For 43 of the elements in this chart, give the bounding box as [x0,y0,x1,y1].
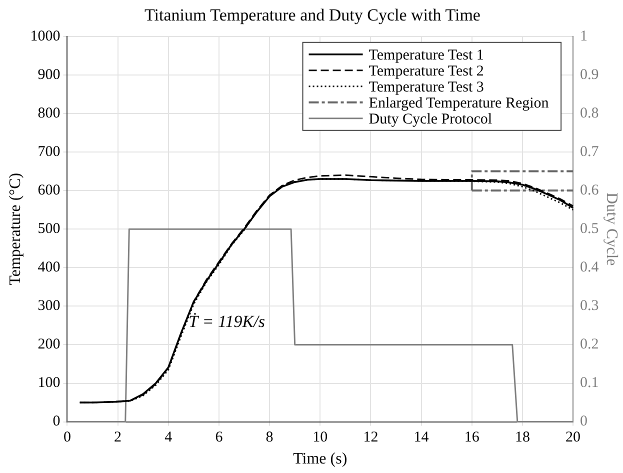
y2-tick-label: 0.9 [580,66,599,83]
y2-tick-label: 0.4 [580,260,600,276]
y2-tick-label: 0.5 [580,221,599,238]
y-tick-label: 400 [38,260,60,276]
legend-label: Temperature Test 3 [368,79,484,96]
x-tick-label: 12 [363,430,378,446]
y-tick-label: 800 [38,105,60,122]
y2-tick-label: 0.6 [580,182,600,198]
x-tick-label: 16 [464,430,480,446]
y2-tick-label: 0 [580,414,588,430]
x-tick-label: 6 [215,430,224,446]
chart-title: Titanium Temperature and Duty Cycle with Time [144,6,480,25]
legend-label: Temperature Test 1 [368,47,484,64]
x-tick-label: 20 [566,430,581,446]
y2-tick-label: 1 [580,28,588,44]
y-tick-label: 900 [38,66,60,83]
annotation: Ṫ = 119K/s [188,312,266,331]
x-tick-label: 4 [164,430,173,446]
y2-tick-label: 0.7 [580,144,600,160]
x-tick-label: 0 [63,430,71,446]
x-tick-label: 2 [114,430,122,446]
y-tick-label: 100 [38,375,60,392]
y2-axis-title: Duty Cycle [603,192,620,266]
y2-tick-label: 0.1 [580,375,599,392]
x-tick-label: 14 [414,430,430,446]
y-tick-label: 600 [38,182,60,198]
y2-tick-label: 0.8 [580,105,599,122]
y-axis-title: Temperature (°C) [6,172,24,286]
legend-label: Temperature Test 2 [368,63,484,80]
x-tick-label: 10 [312,430,328,446]
y2-tick-label: 0.3 [580,298,599,314]
x-tick-label: 18 [514,430,530,446]
legend-label: Enlarged Temperature Region [368,95,550,112]
x-tick-label: 8 [266,430,274,446]
y-tick-label: 0 [52,414,60,430]
y-tick-label: 300 [38,298,60,314]
x-axis-title: Time (s) [293,450,348,468]
y2-tick-label: 0.2 [580,336,599,353]
y-tick-label: 700 [38,144,60,160]
y-tick-label: 1000 [30,28,60,44]
legend-label: Duty Cycle Protocol [368,111,492,128]
y-tick-label: 500 [38,221,60,238]
y-tick-label: 200 [38,336,60,353]
